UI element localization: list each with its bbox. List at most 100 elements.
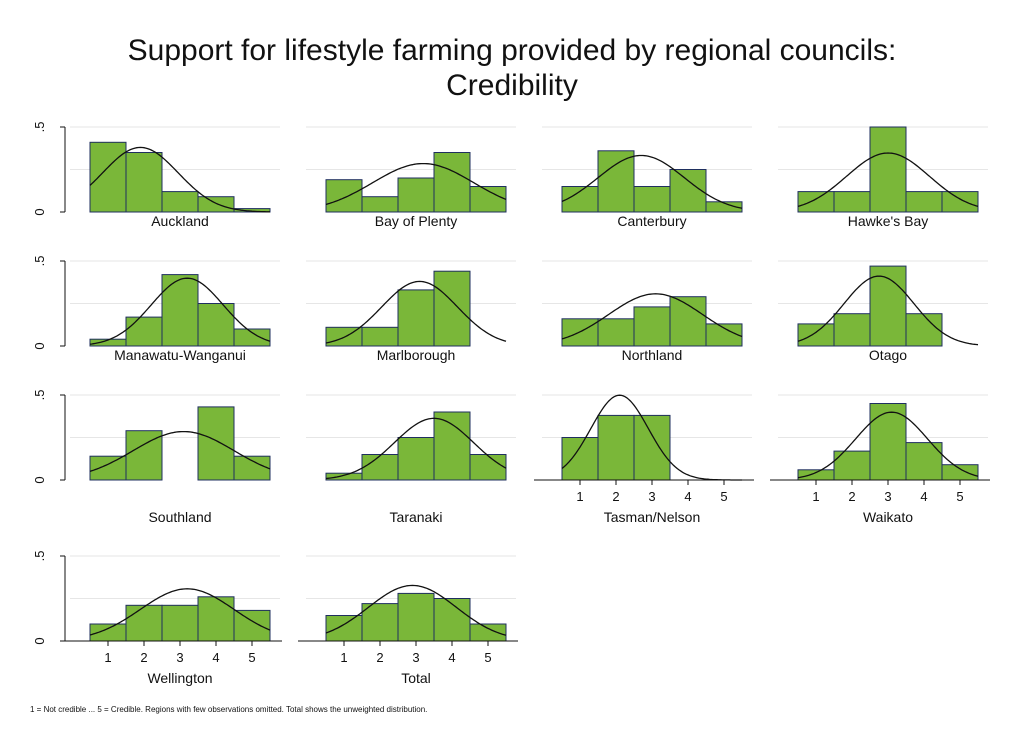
bar-3 — [869, 403, 907, 481]
density-curve — [325, 280, 507, 344]
density-curve — [89, 146, 270, 213]
density-curve — [797, 275, 979, 346]
bar-4 — [433, 598, 471, 642]
panel-label: Manawatu-Wanganui — [114, 347, 246, 363]
bar-2 — [125, 604, 163, 642]
panel-label: Otago — [869, 347, 907, 363]
panel-label: Hawke's Bay — [848, 213, 928, 229]
panel-bay-of-plenty: Bay of Plenty — [306, 126, 516, 229]
x-tick-label: 4 — [920, 489, 927, 504]
panel-hawke-s-bay: Hawke's Bay — [778, 126, 988, 229]
panel-label: Waikato — [863, 509, 913, 525]
density-curve — [561, 293, 743, 340]
x-tick-label: 4 — [212, 650, 219, 665]
bar-3 — [869, 265, 907, 347]
bar-3 — [161, 274, 199, 347]
bar-2 — [833, 313, 871, 347]
bar-3 — [633, 414, 671, 481]
panel-auckland: 0 .5 Auckland — [32, 122, 280, 229]
panel-label: Canterbury — [617, 213, 686, 229]
bar-2 — [361, 196, 399, 213]
bar-5 — [233, 208, 271, 213]
panel-label: Northland — [622, 347, 683, 363]
bar-5 — [469, 623, 507, 642]
x-tick-label: 5 — [484, 650, 491, 665]
bar-3 — [397, 177, 435, 213]
x-tick-label: 5 — [720, 489, 727, 504]
x-tick-label: 3 — [648, 489, 655, 504]
panel-southland: 0 .5 Southland — [32, 390, 280, 525]
bar-2 — [833, 191, 871, 213]
bar-2 — [125, 152, 163, 213]
density-curve — [325, 584, 507, 636]
panel-otago: Otago — [778, 260, 988, 363]
bar-4 — [197, 596, 235, 642]
bar-3 — [633, 186, 671, 213]
bar-1 — [89, 623, 127, 642]
density-curve — [89, 277, 271, 345]
chart-title-line-1: Support for lifestyle farming provided b… — [128, 34, 897, 67]
bar-1 — [325, 179, 363, 213]
bar-5 — [469, 454, 507, 481]
density-curve — [89, 588, 271, 636]
y-tick-label: 0 — [32, 476, 47, 483]
bar-2 — [361, 454, 399, 481]
bar-4 — [669, 296, 707, 347]
x-tick-label: 3 — [176, 650, 183, 665]
panel-label: Total — [401, 670, 431, 686]
bar-4 — [433, 411, 471, 481]
x-tick-label: 2 — [140, 650, 147, 665]
bar-2 — [361, 326, 399, 347]
bar-5 — [469, 186, 507, 213]
x-tick-label: 5 — [248, 650, 255, 665]
panels-group: 0 .5 Auckland Bay of Plenty Canterbury Hawke'… — [32, 122, 990, 686]
bar-1 — [561, 437, 599, 481]
bar-5 — [233, 609, 271, 642]
x-tick-label: 1 — [576, 489, 583, 504]
x-tick-label: 1 — [340, 650, 347, 665]
x-tick-label: 2 — [848, 489, 855, 504]
x-tick-label: 3 — [884, 489, 891, 504]
bar-1 — [89, 141, 127, 213]
x-tick-label: 3 — [412, 650, 419, 665]
bar-3 — [397, 592, 435, 642]
y-tick-label: .5 — [32, 122, 47, 133]
bar-2 — [125, 316, 163, 347]
panel-marlborough: Marlborough — [306, 260, 516, 363]
x-tick-label: 1 — [104, 650, 111, 665]
x-tick-label: 4 — [684, 489, 691, 504]
panel-tasman-nelson: 1 2 3 4 5 Tasman/Nelson — [534, 394, 754, 525]
x-tick-label: 4 — [448, 650, 455, 665]
bar-3 — [397, 289, 435, 347]
bar-4 — [197, 406, 235, 481]
bar-5 — [705, 323, 743, 347]
y-tick-label: 0 — [32, 208, 47, 215]
bar-5 — [233, 455, 271, 481]
bar-3 — [869, 126, 907, 213]
footnote: 1 = Not credible ... 5 = Credible. Regio… — [30, 705, 427, 714]
bar-4 — [433, 270, 471, 347]
bar-2 — [597, 414, 635, 481]
bar-3 — [161, 191, 199, 213]
chart-title-line-2: Credibility — [446, 69, 578, 102]
panel-label: Tasman/Nelson — [604, 509, 701, 525]
bar-4 — [433, 152, 471, 213]
bar-4 — [197, 196, 235, 213]
bar-4 — [197, 303, 235, 347]
bar-5 — [941, 464, 979, 481]
panel-northland: Northland — [542, 260, 752, 363]
panel-total: 1 2 3 4 5 Total — [298, 555, 518, 686]
density-curve — [797, 411, 979, 479]
bar-3 — [161, 604, 199, 642]
bar-2 — [361, 603, 399, 642]
density-curve — [561, 154, 743, 209]
panel-label: Wellington — [147, 670, 212, 686]
panel-label: Southland — [148, 509, 211, 525]
panel-canterbury: Canterbury — [542, 126, 752, 229]
x-tick-label: 2 — [612, 489, 619, 504]
x-tick-label: 2 — [376, 650, 383, 665]
density-curve — [797, 152, 979, 208]
panel-waikato: 1 2 3 4 5 Waikato — [770, 394, 990, 525]
bar-2 — [597, 150, 635, 213]
